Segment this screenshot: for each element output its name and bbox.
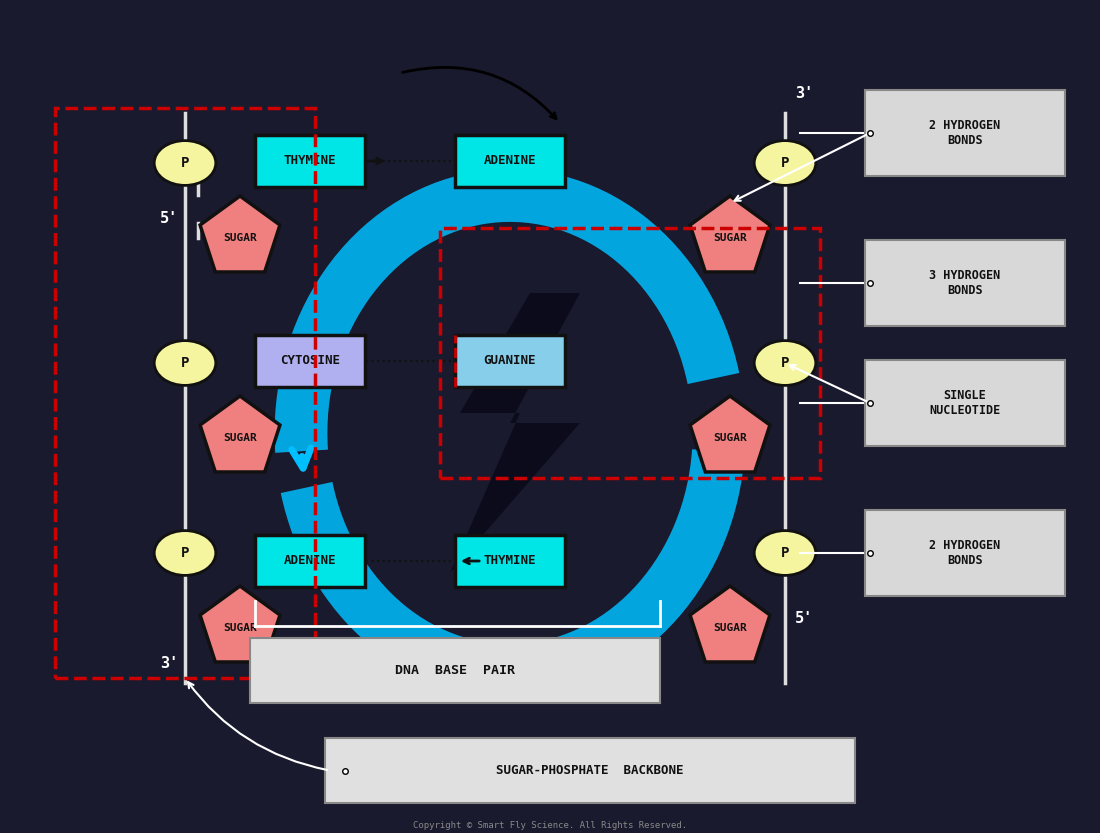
Text: Copyright © Smart Fly Science. All Rights Reserved.: Copyright © Smart Fly Science. All Right… <box>412 821 688 830</box>
Text: DNA  BASE  PAIR: DNA BASE PAIR <box>395 664 515 677</box>
FancyBboxPatch shape <box>865 510 1065 596</box>
Text: SUGAR: SUGAR <box>223 433 257 443</box>
Text: 2 HYDROGEN
BONDS: 2 HYDROGEN BONDS <box>930 119 1001 147</box>
FancyBboxPatch shape <box>865 360 1065 446</box>
Polygon shape <box>200 396 279 472</box>
Ellipse shape <box>154 531 216 576</box>
Text: GUANINE: GUANINE <box>484 355 537 367</box>
Text: P: P <box>781 156 789 170</box>
Text: P: P <box>180 356 189 370</box>
FancyBboxPatch shape <box>324 738 855 803</box>
FancyBboxPatch shape <box>455 135 565 187</box>
Polygon shape <box>200 586 279 662</box>
FancyBboxPatch shape <box>255 335 365 387</box>
Text: THYMINE: THYMINE <box>484 555 537 567</box>
Text: SUGAR: SUGAR <box>713 623 747 633</box>
FancyBboxPatch shape <box>250 638 660 703</box>
FancyBboxPatch shape <box>455 335 565 387</box>
Text: SUGAR: SUGAR <box>713 233 747 243</box>
Ellipse shape <box>755 531 816 576</box>
Text: SUGAR: SUGAR <box>223 623 257 633</box>
FancyBboxPatch shape <box>865 90 1065 176</box>
Polygon shape <box>690 196 770 272</box>
Polygon shape <box>690 586 770 662</box>
Text: P: P <box>180 546 189 560</box>
FancyBboxPatch shape <box>255 135 365 187</box>
Text: P: P <box>781 546 789 560</box>
Text: 3 HYDROGEN
BONDS: 3 HYDROGEN BONDS <box>930 269 1001 297</box>
Ellipse shape <box>154 341 216 386</box>
Text: P: P <box>781 356 789 370</box>
Text: THYMINE: THYMINE <box>284 154 337 167</box>
FancyBboxPatch shape <box>255 535 365 587</box>
Polygon shape <box>690 396 770 472</box>
Polygon shape <box>450 293 580 573</box>
FancyBboxPatch shape <box>455 535 565 587</box>
Text: ADENINE: ADENINE <box>484 154 537 167</box>
Polygon shape <box>200 196 279 272</box>
Text: 2 HYDROGEN
BONDS: 2 HYDROGEN BONDS <box>930 539 1001 567</box>
Text: 5': 5' <box>160 211 178 226</box>
Text: 5': 5' <box>795 611 813 626</box>
Text: CYTOSINE: CYTOSINE <box>280 355 340 367</box>
Ellipse shape <box>154 141 216 186</box>
Text: SUGAR: SUGAR <box>713 433 747 443</box>
Text: SINGLE
NUCLEOTIDE: SINGLE NUCLEOTIDE <box>930 389 1001 417</box>
Ellipse shape <box>755 141 816 186</box>
Text: SUGAR: SUGAR <box>223 233 257 243</box>
Text: 3': 3' <box>795 86 813 101</box>
Text: 3': 3' <box>160 656 178 671</box>
Text: SUGAR-PHOSPHATE  BACKBONE: SUGAR-PHOSPHATE BACKBONE <box>496 764 684 777</box>
FancyBboxPatch shape <box>865 240 1065 326</box>
Text: ADENINE: ADENINE <box>284 555 337 567</box>
Ellipse shape <box>755 341 816 386</box>
Text: P: P <box>180 156 189 170</box>
